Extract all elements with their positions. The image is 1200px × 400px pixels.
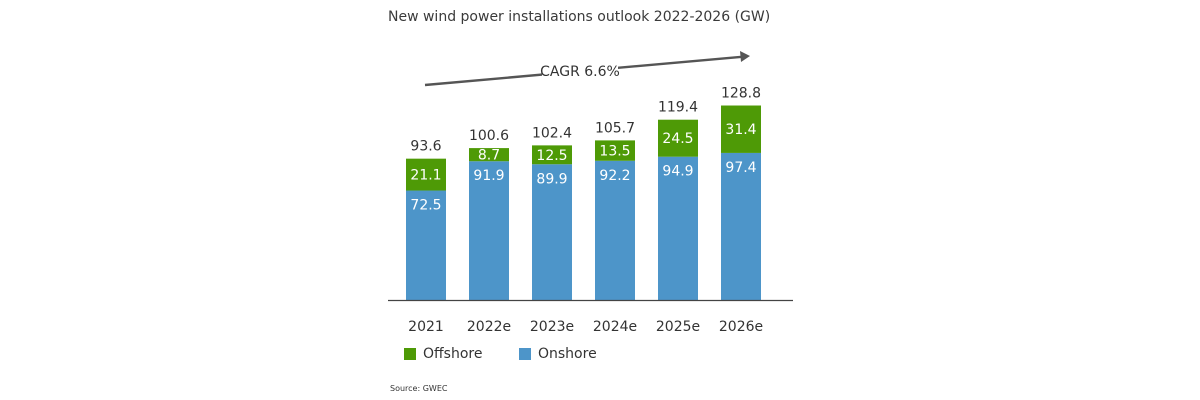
- x-tick-label-2024e: 2024e: [593, 319, 637, 335]
- source-note: Source: GWEC: [390, 384, 448, 393]
- label-total-2025e: 119.4: [658, 100, 698, 116]
- label-onshore-2026e: 97.4: [725, 160, 756, 176]
- label-offshore-2021: 21.1: [410, 168, 441, 184]
- bar-offshore-2023e: [532, 145, 572, 165]
- bar-onshore-2024e: [595, 160, 635, 300]
- cagr-label-bg: [542, 60, 618, 80]
- label-onshore-2023e: 89.9: [536, 171, 567, 187]
- bar-onshore-2022e: [469, 161, 509, 300]
- label-onshore-2024e: 92.2: [599, 168, 630, 184]
- x-tick-label-2026e: 2026e: [719, 319, 763, 335]
- label-offshore-2026e: 31.4: [725, 122, 756, 138]
- label-offshore-2022e: 8.7: [478, 148, 500, 164]
- cagr-arrowhead: [740, 51, 750, 62]
- label-onshore-2022e: 91.9: [473, 168, 504, 184]
- x-tick-label-2021: 2021: [408, 319, 444, 335]
- label-total-2022e: 100.6: [469, 128, 509, 144]
- bar-offshore-2026e: [721, 105, 761, 153]
- bar-offshore-2022e: [469, 148, 509, 162]
- x-tick-label-2022e: 2022e: [467, 319, 511, 335]
- bar-onshore-2023e: [532, 164, 572, 300]
- legend-label-onshore: Onshore: [538, 346, 597, 362]
- label-onshore-2021: 72.5: [410, 198, 441, 214]
- bar-onshore-2025e: [658, 156, 698, 300]
- label-total-2023e: 102.4: [532, 125, 572, 141]
- label-total-2021: 93.6: [410, 139, 441, 155]
- label-total-2024e: 105.7: [595, 120, 635, 136]
- bar-onshore-2026e: [721, 152, 761, 300]
- legend-item-offshore: Offshore: [404, 346, 482, 362]
- chart-title: New wind power installations outlook 202…: [388, 9, 771, 25]
- bar-offshore-2024e: [595, 140, 635, 161]
- label-offshore-2025e: 24.5: [662, 131, 693, 147]
- label-total-2026e: 128.8: [721, 86, 761, 102]
- x-tick-label-2023e: 2023e: [530, 319, 574, 335]
- onshore-swatch: [519, 348, 531, 360]
- label-offshore-2024e: 13.5: [599, 144, 630, 160]
- x-tick-label-2025e: 2025e: [656, 319, 700, 335]
- legend-label-offshore: Offshore: [423, 346, 483, 362]
- cagr-annotation: CAGR 6.6%: [540, 64, 620, 80]
- bar-onshore-2021: [406, 190, 446, 300]
- legend-item-onshore: Onshore: [519, 346, 597, 362]
- label-offshore-2023e: 12.5: [536, 148, 567, 164]
- label-onshore-2025e: 94.9: [662, 164, 693, 180]
- bar-offshore-2021: [406, 158, 446, 191]
- bar-offshore-2025e: [658, 119, 698, 157]
- offshore-swatch: [404, 348, 416, 360]
